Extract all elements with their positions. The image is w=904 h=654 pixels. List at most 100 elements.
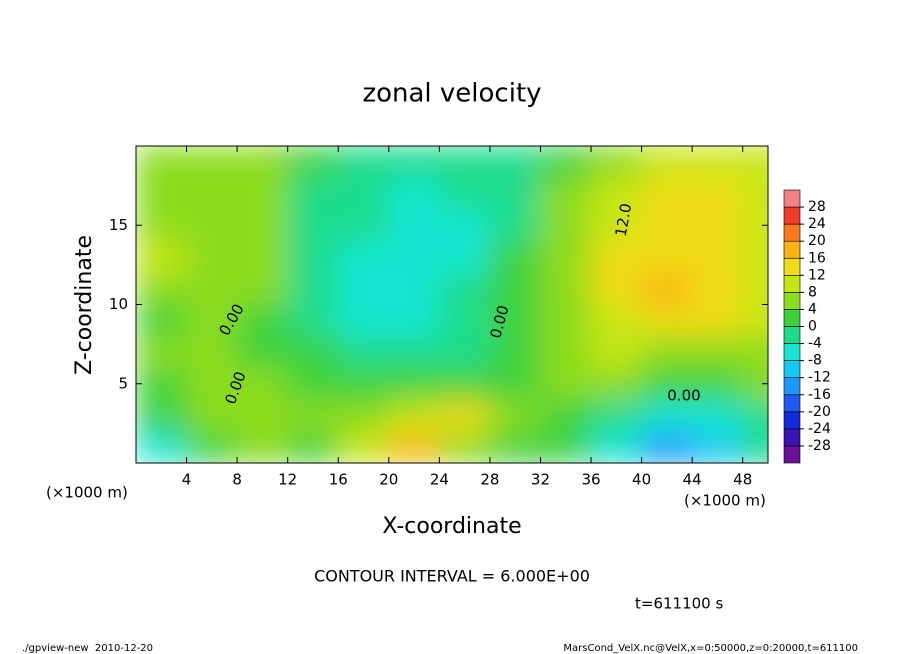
- field-cell: [742, 272, 768, 305]
- cells: [136, 146, 768, 463]
- colorbar-box: [783, 309, 801, 327]
- field-cell: [236, 177, 289, 210]
- field-cell: [186, 304, 238, 337]
- field-cell: [287, 146, 339, 179]
- field-cell: [742, 399, 768, 432]
- field-cell: [641, 399, 693, 432]
- field-cell: [489, 208, 541, 242]
- field-cell: [236, 367, 289, 401]
- field-cell: [438, 399, 491, 432]
- field-cell: [136, 272, 188, 305]
- field-cell: [691, 240, 744, 274]
- contour-label: 12.0: [612, 202, 636, 238]
- field-cell: [438, 430, 491, 463]
- field-cell: [590, 177, 643, 210]
- field-cell: [590, 208, 643, 242]
- field-cell: [539, 146, 592, 179]
- field-cell: [590, 146, 643, 179]
- field-cell: [337, 240, 390, 274]
- field-cell: [236, 399, 289, 432]
- field-cell: [539, 367, 592, 401]
- x-tick-label: 20: [379, 471, 398, 489]
- field-cell: [388, 304, 440, 337]
- field-cell: [236, 240, 289, 274]
- field-cell: [590, 335, 643, 369]
- field-cell: [136, 335, 188, 369]
- colorbar-box: [783, 377, 801, 396]
- field-cell: [186, 272, 238, 305]
- field-cell: [136, 367, 188, 401]
- field-cell: [186, 430, 238, 463]
- y-units: (×1000 m): [46, 484, 128, 502]
- colorbar-box: [783, 326, 801, 344]
- field-cell: [136, 399, 188, 432]
- field-cell: [438, 208, 491, 242]
- colorbar-label: 24: [808, 216, 826, 232]
- colorbar-box: [783, 411, 801, 430]
- field-cell: [287, 335, 339, 369]
- field-cell: [388, 146, 440, 179]
- field-cell: [539, 335, 592, 369]
- field-cell: [337, 399, 390, 432]
- field-cell: [691, 399, 744, 432]
- field-cell: [287, 240, 339, 274]
- field-cell: [287, 399, 339, 432]
- colorbar-label: 0: [808, 319, 817, 335]
- field-cell: [691, 272, 744, 305]
- field-cell: [186, 208, 238, 242]
- field-cell: [337, 335, 390, 369]
- field-cell: [489, 177, 541, 210]
- x-tick-label: 12: [278, 471, 297, 489]
- x-tick-label: 16: [329, 471, 348, 489]
- field-cell: [388, 367, 440, 401]
- field-cell: [388, 208, 440, 242]
- footer-right: MarsCond_VelX.nc@VelX,x=0:50000,z=0:2000…: [563, 643, 858, 654]
- field-cell: [641, 272, 693, 305]
- field-cell: [539, 430, 592, 463]
- field-cell: [136, 240, 188, 274]
- x-axis-label: X-coordinate: [382, 514, 521, 539]
- x-tick-label: 28: [480, 471, 499, 489]
- field-cell: [641, 177, 693, 210]
- field-cell: [136, 304, 188, 337]
- footer-left: ./gpview-new 2010-12-20: [22, 643, 153, 654]
- field-cell: [388, 335, 440, 369]
- field-cell: [337, 430, 390, 463]
- field-cell: [742, 430, 768, 463]
- field-cell: [337, 208, 390, 242]
- field-cell: [641, 146, 693, 179]
- field-cell: [641, 208, 693, 242]
- field-cell: [590, 240, 643, 274]
- field-cell: [590, 399, 643, 432]
- field-cell: [337, 177, 390, 210]
- colorbar-label: 20: [808, 233, 826, 249]
- field-cell: [489, 146, 541, 179]
- field-cell: [438, 272, 491, 305]
- field-cell: [539, 272, 592, 305]
- colorbar-box: [783, 275, 801, 293]
- field-cell: [489, 367, 541, 401]
- field-cell: [438, 240, 491, 274]
- field-cell: [539, 399, 592, 432]
- field-cell: [287, 208, 339, 242]
- field-cell: [489, 430, 541, 463]
- y-tick-label: 5: [118, 374, 128, 392]
- field-cell: [186, 177, 238, 210]
- x-tick-label: 48: [733, 471, 752, 489]
- field-cell: [539, 177, 592, 210]
- x-units: (×1000 m): [684, 492, 766, 510]
- colorbar-label: 8: [808, 284, 817, 300]
- field-cell: [742, 240, 768, 274]
- colorbar-box: [783, 189, 801, 208]
- field-cell: [136, 430, 188, 463]
- colorbar-label: 28: [808, 199, 826, 215]
- field-cell: [236, 430, 289, 463]
- colorbar-box: [783, 240, 801, 259]
- field-cell: [287, 177, 339, 210]
- field-cell: [337, 146, 390, 179]
- field-cell: [539, 304, 592, 337]
- field-cell: [641, 304, 693, 337]
- field-cell: [236, 335, 289, 369]
- field-cell: [287, 430, 339, 463]
